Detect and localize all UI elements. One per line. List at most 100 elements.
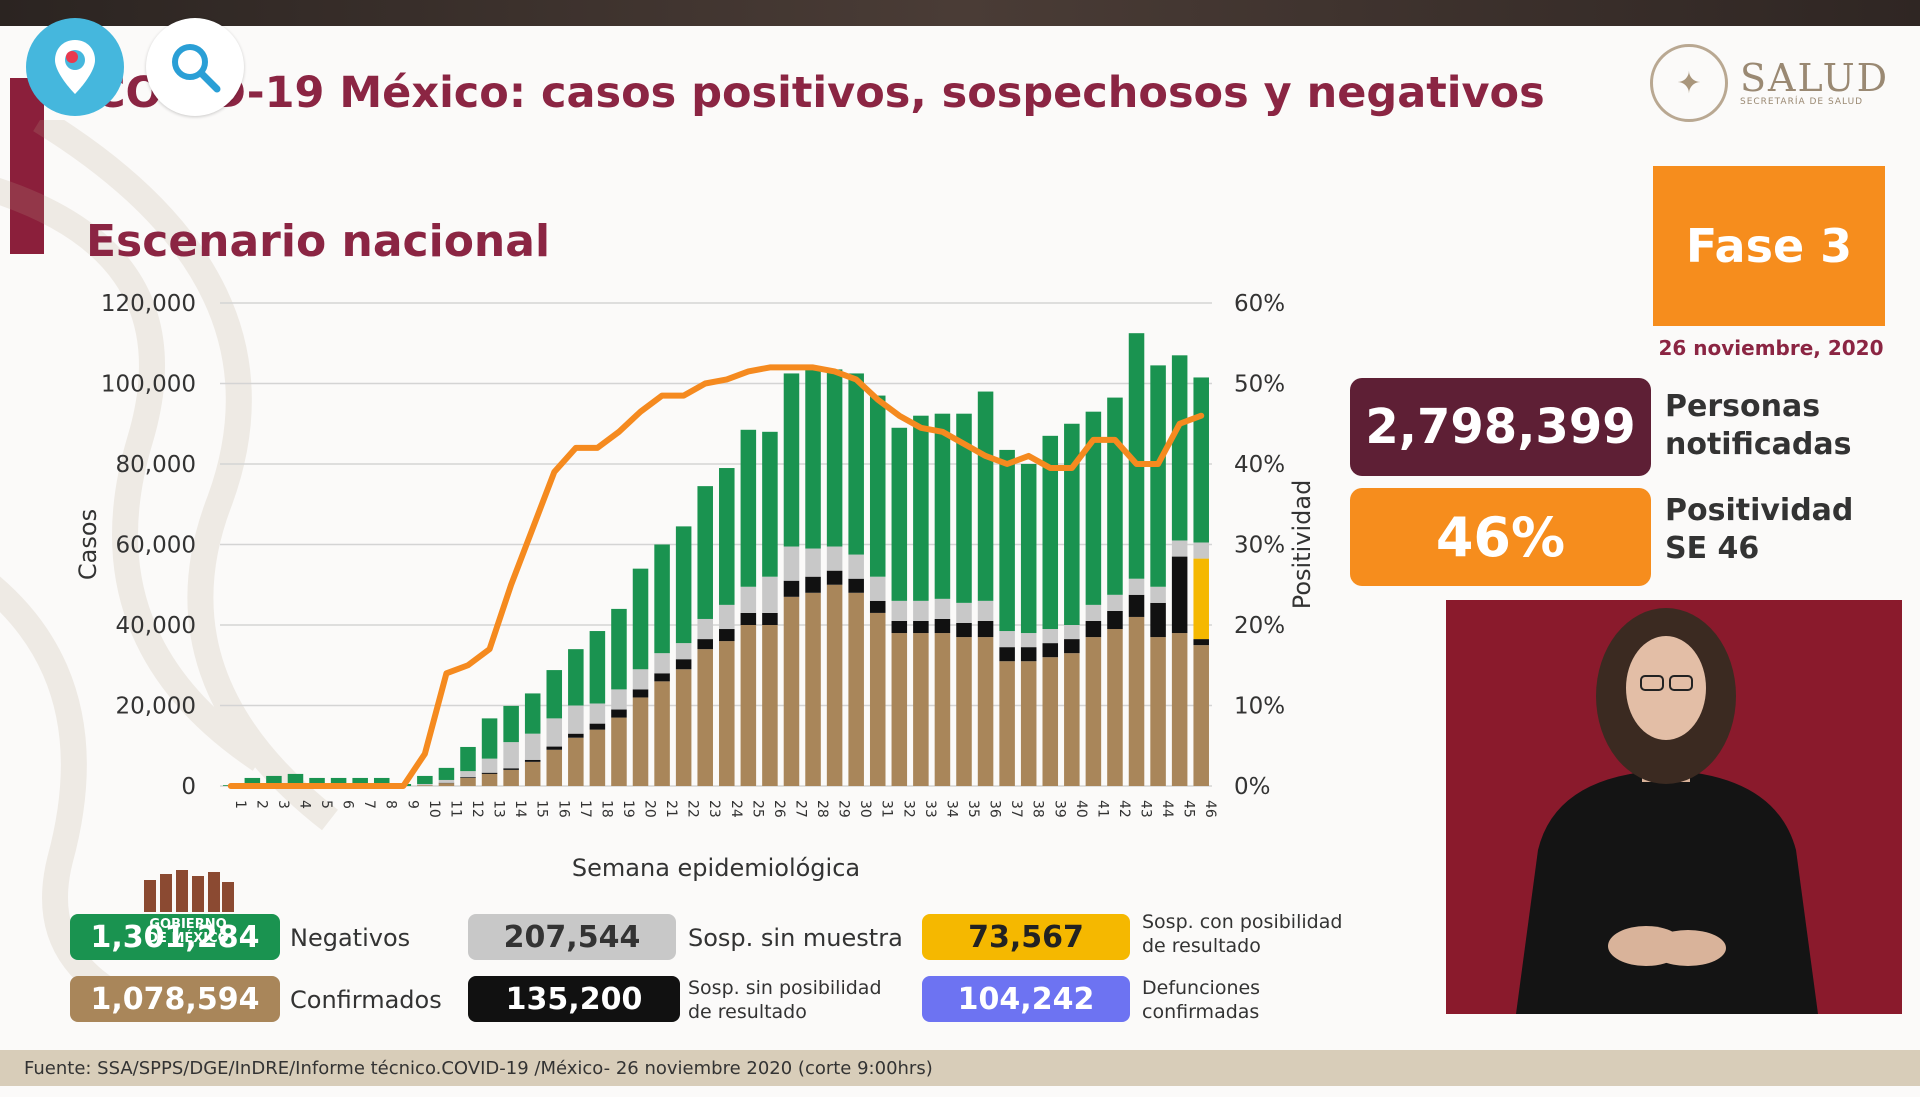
bar-segment	[697, 618, 713, 640]
x-tick-label: 46	[1202, 800, 1218, 818]
bar-segment	[287, 773, 304, 786]
bar-segment	[913, 600, 929, 621]
bar-segment	[1107, 594, 1123, 611]
x-tick-label: 7	[361, 800, 377, 809]
x-tick-label: 40	[1073, 800, 1089, 818]
sin-posibilidad-count: 135,200	[468, 976, 680, 1022]
bar-segment	[1085, 411, 1102, 605]
bar-segment	[783, 373, 800, 547]
bar-segment	[1193, 645, 1209, 786]
bar-segment	[762, 576, 778, 613]
bar-segment	[1020, 661, 1037, 786]
bar-segment	[740, 625, 757, 786]
x-tick-label: 5	[318, 800, 334, 809]
bar-segment	[1064, 625, 1080, 640]
x-tick-label: 18	[598, 800, 614, 818]
bar-segment	[675, 526, 692, 644]
defunciones-label-line1: Defunciones	[1142, 977, 1261, 999]
bar-segment	[826, 546, 843, 571]
bar-segment	[977, 600, 994, 621]
search-button[interactable]	[146, 18, 244, 116]
bar-segment	[891, 600, 908, 621]
bar-segment	[524, 693, 541, 734]
x-tick-label: 11	[447, 800, 463, 818]
bar-segment	[848, 578, 864, 593]
defunciones-label: Defunciones confirmadas	[1142, 976, 1260, 1024]
x-tick-label: 45	[1181, 800, 1197, 818]
y-tick-label: 60,000	[116, 533, 196, 559]
bar-segment	[805, 592, 821, 786]
y-tick-label: 80,000	[116, 452, 196, 478]
bar-segment	[460, 771, 476, 778]
sin-muestra-count: 207,544	[468, 914, 676, 960]
y-tick-label: 40,000	[116, 613, 196, 639]
bar-segment	[632, 689, 649, 698]
bar-segment	[611, 709, 627, 718]
logo-text: SALUD	[1740, 56, 1890, 100]
bar-segment	[675, 669, 692, 786]
left-accent-bar	[10, 78, 44, 254]
bar-segment	[309, 777, 325, 786]
bar-segment	[999, 647, 1015, 662]
bar-segment	[697, 486, 713, 619]
bar-segment	[1193, 639, 1209, 646]
bar-segment	[524, 733, 541, 760]
x-tick-label: 3	[275, 800, 291, 809]
confirmados-count: 1,078,594	[70, 976, 280, 1022]
chart-subtitle: Escenario nacional	[86, 216, 551, 267]
bar-segment	[352, 777, 368, 786]
bar-segment	[1128, 578, 1145, 595]
x-tick-label: 28	[814, 800, 830, 818]
bar-segment	[1171, 633, 1188, 786]
x-tick-label: 37	[1008, 800, 1024, 818]
x-tick-label: 1	[232, 800, 248, 809]
bar-segment	[740, 612, 757, 625]
x-tick-label: 20	[642, 800, 658, 818]
y-axis-title: Casos	[74, 509, 102, 580]
salud-logo: ✦ SALUD SECRETARÍA DE SALUD	[1650, 44, 1889, 122]
bar-segment	[589, 723, 606, 730]
interpreter-figure	[1516, 608, 1818, 1014]
bar-segment	[675, 643, 692, 660]
bar-segment	[568, 733, 584, 738]
x-axis-title: Semana epidemiológica	[572, 854, 860, 882]
sin-muestra-label: Sosp. sin muestra	[688, 924, 903, 952]
y-tick-label: 120,000	[101, 291, 196, 317]
bar-segment	[1064, 639, 1080, 654]
y-tick-label: 0	[181, 774, 196, 800]
bar-segment	[546, 746, 563, 750]
bar-segment	[1150, 602, 1166, 638]
x-tick-label: 21	[663, 800, 679, 818]
bar-segment	[1107, 397, 1123, 595]
bar-segment	[826, 584, 843, 786]
bar-segment	[611, 689, 627, 710]
bar-segment	[675, 659, 692, 670]
bar-segment	[956, 637, 972, 786]
periscope-button[interactable]	[26, 18, 124, 116]
bar-segment	[697, 649, 713, 786]
bar-segment	[373, 777, 390, 786]
gobierno-de-mexico-logo: GOBIERNO DE MÉXICO	[140, 866, 236, 976]
bar-segment	[481, 773, 498, 786]
bar-segment	[266, 775, 282, 786]
bar-segment	[438, 783, 455, 786]
bar-segment	[826, 570, 843, 585]
bar-segment	[1042, 629, 1059, 644]
bar-segment	[503, 768, 519, 770]
bar-segment	[956, 413, 972, 603]
bar-segment	[417, 785, 433, 786]
positivity-label: Positividad SE 46	[1665, 492, 1853, 568]
bar-segment	[503, 769, 519, 786]
bar-segment	[654, 681, 670, 786]
con-posibilidad-count: 73,567	[922, 914, 1130, 960]
bar-segment	[1193, 542, 1209, 559]
bar-segment	[1171, 556, 1188, 634]
bar-segment	[1193, 377, 1209, 543]
bar-segment	[913, 620, 929, 634]
report-date: 26 noviembre, 2020	[1658, 336, 1884, 360]
bar-segment	[762, 612, 778, 625]
y-tick-label: 20,000	[116, 694, 196, 720]
bar-segment	[869, 612, 886, 786]
bar-segment	[891, 633, 908, 786]
notified-label-line2: notificadas	[1665, 427, 1852, 462]
